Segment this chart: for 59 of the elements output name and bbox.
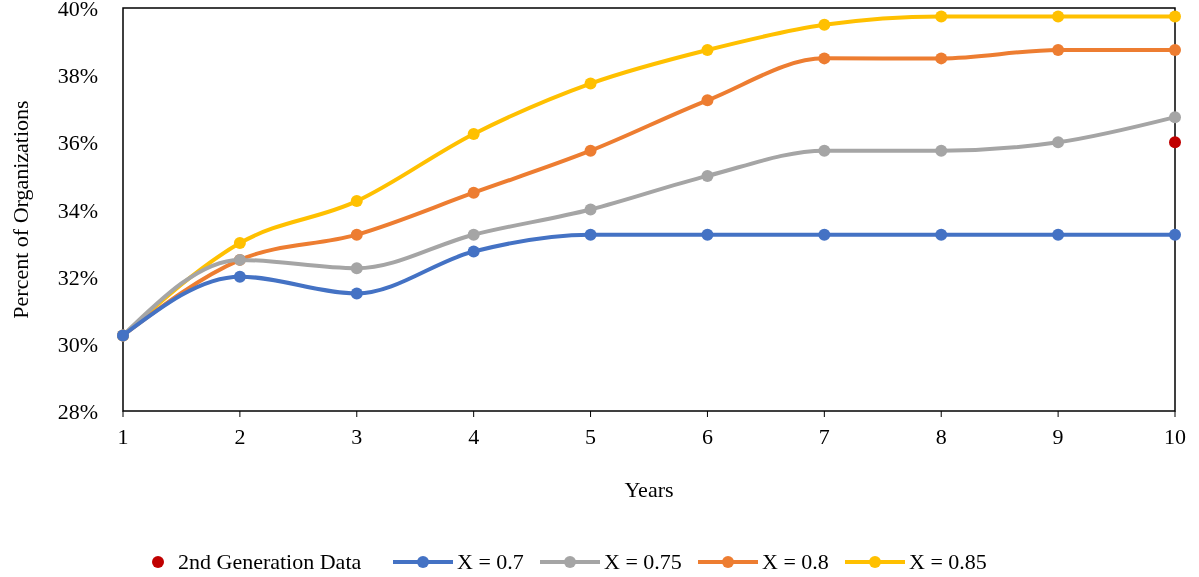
x-tick-label: 6	[701, 424, 713, 449]
point	[1169, 136, 1181, 149]
point	[1052, 10, 1065, 23]
point	[584, 228, 597, 241]
point	[1169, 228, 1181, 241]
legend-label: X = 0.75	[604, 549, 682, 574]
point	[350, 262, 363, 275]
x-tick-label: 8	[935, 424, 947, 449]
x-tick-label: 5	[585, 424, 597, 449]
point	[233, 270, 246, 283]
legend-label: X = 0.7	[457, 549, 524, 574]
point	[818, 144, 831, 157]
x-tick-label: 2	[234, 424, 246, 449]
point	[350, 287, 363, 300]
x-tick-label: 10	[1164, 424, 1186, 449]
y-tick-label: 28%	[57, 399, 98, 424]
point	[1052, 43, 1065, 56]
x-tick-label: 9	[1052, 424, 1064, 449]
point	[935, 144, 948, 157]
point	[467, 245, 480, 258]
point	[1052, 228, 1065, 241]
point	[467, 127, 480, 140]
point	[1052, 136, 1065, 149]
x-tick-label: 7	[818, 424, 830, 449]
y-tick-label: 36%	[57, 130, 98, 156]
point	[818, 18, 831, 31]
y-tick-label: 38%	[57, 63, 98, 89]
point	[1169, 43, 1181, 56]
x-axis-title: Years	[624, 477, 674, 502]
point	[818, 52, 831, 65]
point	[233, 237, 246, 250]
point	[467, 186, 480, 199]
point	[467, 228, 480, 241]
legend-label: X = 0.85	[909, 549, 987, 574]
point	[701, 228, 714, 241]
point	[935, 52, 948, 65]
y-tick-label: 30%	[57, 331, 98, 357]
point	[935, 228, 948, 241]
point	[350, 228, 363, 241]
x-tick-label: 4	[468, 424, 480, 449]
y-tick-label: 40%	[57, 0, 98, 21]
point	[1169, 10, 1181, 23]
point	[701, 43, 714, 56]
y-axis-title: Percent of Organizations	[8, 100, 33, 319]
legend-label: 2nd Generation Data	[178, 549, 362, 574]
point	[350, 195, 363, 208]
point	[584, 203, 597, 216]
point	[584, 144, 597, 157]
point	[935, 10, 948, 23]
y-tick-label: 34%	[57, 197, 98, 223]
point	[701, 169, 714, 182]
point	[584, 77, 597, 90]
legend-label: X = 0.8	[762, 549, 829, 574]
y-tick-label: 32%	[57, 264, 98, 290]
point	[701, 94, 714, 107]
point	[1169, 111, 1181, 124]
x-tick-label: 1	[117, 424, 129, 449]
point	[818, 228, 831, 241]
x-tick-label: 3	[351, 424, 363, 449]
